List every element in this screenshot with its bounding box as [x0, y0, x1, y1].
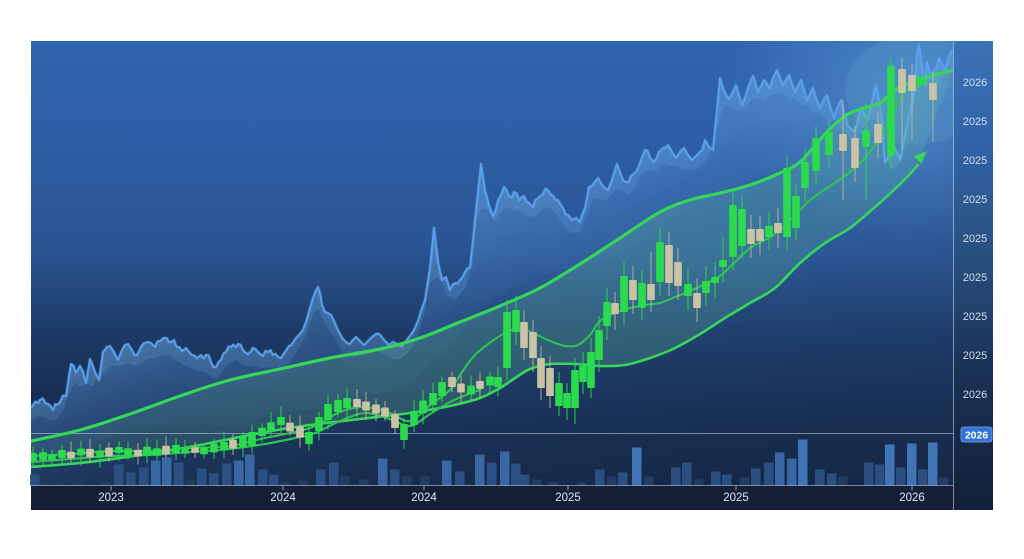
svg-text:2023: 2023	[98, 492, 124, 504]
svg-text:2024: 2024	[270, 492, 296, 504]
svg-text:2025: 2025	[555, 492, 581, 504]
svg-text:2025: 2025	[963, 155, 987, 167]
svg-text:2025: 2025	[963, 233, 987, 245]
svg-text:2025: 2025	[963, 116, 987, 128]
svg-text:2026: 2026	[963, 77, 987, 89]
svg-text:2025: 2025	[723, 492, 749, 504]
svg-text:2025: 2025	[963, 311, 987, 323]
svg-text:2025: 2025	[963, 350, 987, 362]
svg-text:2025: 2025	[963, 194, 987, 206]
svg-text:2024: 2024	[411, 492, 437, 504]
svg-text:2025: 2025	[963, 272, 987, 284]
svg-text:2026: 2026	[899, 492, 925, 504]
svg-text:2026: 2026	[963, 389, 987, 401]
svg-text:2026: 2026	[965, 430, 989, 442]
